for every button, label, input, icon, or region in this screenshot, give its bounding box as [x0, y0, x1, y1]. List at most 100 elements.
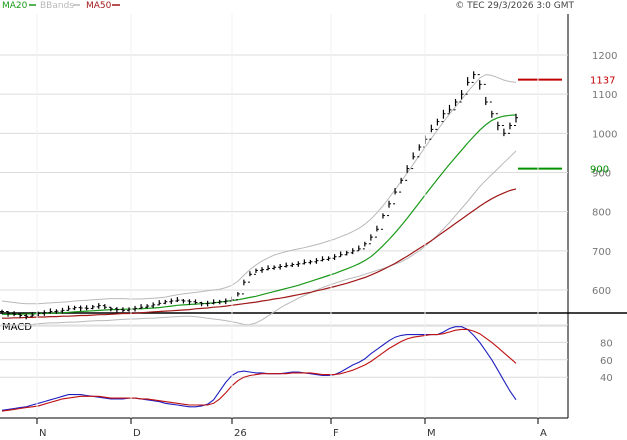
- ohlc-bar: [151, 302, 156, 309]
- ohlc-bar: [447, 104, 452, 115]
- price-gridlines: [0, 54, 568, 327]
- ohlc-bar: [387, 200, 392, 217]
- ohlc-bar: [290, 262, 295, 268]
- ohlc-bar: [344, 250, 349, 256]
- ohlc-bar: [350, 248, 355, 255]
- ohlc-bar: [235, 292, 240, 301]
- bollinger-bands: [1, 74, 517, 326]
- x-tick-label: D: [133, 428, 141, 439]
- x-tick-label: F: [333, 428, 339, 439]
- price-y-tick-label: 900: [592, 169, 611, 180]
- ohlc-bar: [296, 261, 301, 267]
- ohlc-bar: [108, 306, 113, 312]
- ohlc-bar: [266, 265, 271, 271]
- ohlc-bar: [6, 310, 11, 317]
- ohlc-bar: [441, 109, 446, 123]
- ohlc-bar: [393, 188, 398, 205]
- ohlc-bar: [60, 307, 65, 314]
- ohlc-bar: [187, 299, 192, 305]
- macd-title: MACD: [2, 322, 32, 333]
- ohlc-bar: [96, 303, 101, 309]
- legend-label-ma50: MA50: [86, 1, 112, 11]
- ohlc-bar: [356, 245, 361, 252]
- legend-label-ma20: MA20: [2, 1, 28, 11]
- ohlc-bar: [102, 304, 107, 310]
- macd-y-tick-label: 80: [600, 338, 613, 349]
- ohlc-bar: [139, 304, 144, 310]
- ohlc-bar: [163, 299, 168, 305]
- ohlc-bar: [417, 144, 422, 158]
- price-bars: [0, 71, 518, 320]
- ohlc-bar: [90, 304, 95, 310]
- ohlc-bar: [459, 90, 464, 103]
- bb-upper-line: [1, 74, 517, 305]
- legend-label-bbands: BBands: [40, 1, 74, 11]
- ohlc-bar: [507, 122, 512, 134]
- ohlc-bar: [368, 234, 373, 245]
- ohlc-bar: [66, 305, 71, 311]
- ohlc-bar: [24, 313, 29, 320]
- x-axis: N D 26 F M A: [36, 14, 547, 439]
- chart-legend: MA20 BBands MA50: [2, 1, 120, 11]
- ohlc-bar: [308, 259, 313, 265]
- price-y-axis: 600 700 800 900 1000 1100 1200: [592, 51, 617, 297]
- ohlc-bar: [205, 300, 210, 307]
- x-tick-label: A: [540, 428, 547, 439]
- ohlc-bar: [199, 301, 204, 307]
- ohlc-bar: [18, 313, 23, 318]
- ohlc-bar: [78, 305, 83, 312]
- ohlc-bar: [30, 311, 35, 317]
- price-y-tick-label: 600: [592, 286, 611, 297]
- ohlc-bar: [0, 309, 4, 315]
- ma20-line: [2, 114, 517, 315]
- price-level-label: 1137: [590, 76, 615, 87]
- ohlc-bar: [314, 258, 319, 264]
- ohlc-bar: [12, 311, 17, 317]
- ohlc-bar: [253, 268, 258, 275]
- x-tick-label: N: [39, 428, 46, 439]
- ohlc-bar: [272, 265, 277, 270]
- price-y-tick-label: 1100: [592, 90, 617, 101]
- macd-line: [1, 326, 517, 411]
- ohlc-bar: [157, 300, 162, 306]
- ohlc-bar: [193, 299, 198, 305]
- x-tick-label: M: [427, 428, 436, 439]
- ohlc-bar: [429, 124, 434, 140]
- ohlc-bar: [284, 262, 289, 268]
- ohlc-bar: [84, 305, 89, 311]
- ohlc-bar: [320, 256, 325, 262]
- ohlc-bar: [181, 299, 186, 304]
- ohlc-bar: [247, 271, 252, 283]
- price-levels: 1137 900: [518, 76, 615, 176]
- ohlc-bar: [514, 113, 518, 126]
- ohlc-bar: [332, 254, 337, 260]
- macd-lines: [1, 326, 517, 412]
- macd-signal-line: [1, 328, 517, 412]
- x-tick-label: 26: [234, 428, 247, 439]
- ohlc-bar: [477, 74, 482, 90]
- ohlc-bar: [465, 77, 470, 95]
- ohlc-bar: [72, 305, 77, 311]
- ohlc-bar: [48, 308, 53, 314]
- ohlc-bar: [489, 101, 494, 118]
- ohlc-bar: [42, 310, 47, 316]
- ma50-line: [2, 188, 517, 319]
- macd-y-axis: 40 60 80: [600, 338, 613, 384]
- ohlc-bar: [145, 304, 150, 309]
- ohlc-bar: [217, 299, 222, 305]
- copyright-text: © TEC 29/3/2026 3:0 GMT: [455, 1, 574, 11]
- macd-y-tick-label: 40: [600, 373, 613, 384]
- ohlc-bar: [399, 177, 404, 193]
- ohlc-bar: [338, 251, 343, 258]
- ohlc-bar: [302, 259, 307, 265]
- ohlc-bar: [223, 298, 228, 305]
- price-y-tick-label: 1000: [592, 129, 617, 140]
- ohlc-bar: [169, 298, 174, 305]
- ohlc-bar: [380, 213, 385, 230]
- ohlc-bar: [453, 98, 458, 111]
- ohlc-bar: [362, 241, 367, 250]
- price-y-tick-label: 700: [592, 247, 611, 258]
- ohlc-bar: [133, 305, 138, 312]
- ohlc-bar: [411, 152, 416, 170]
